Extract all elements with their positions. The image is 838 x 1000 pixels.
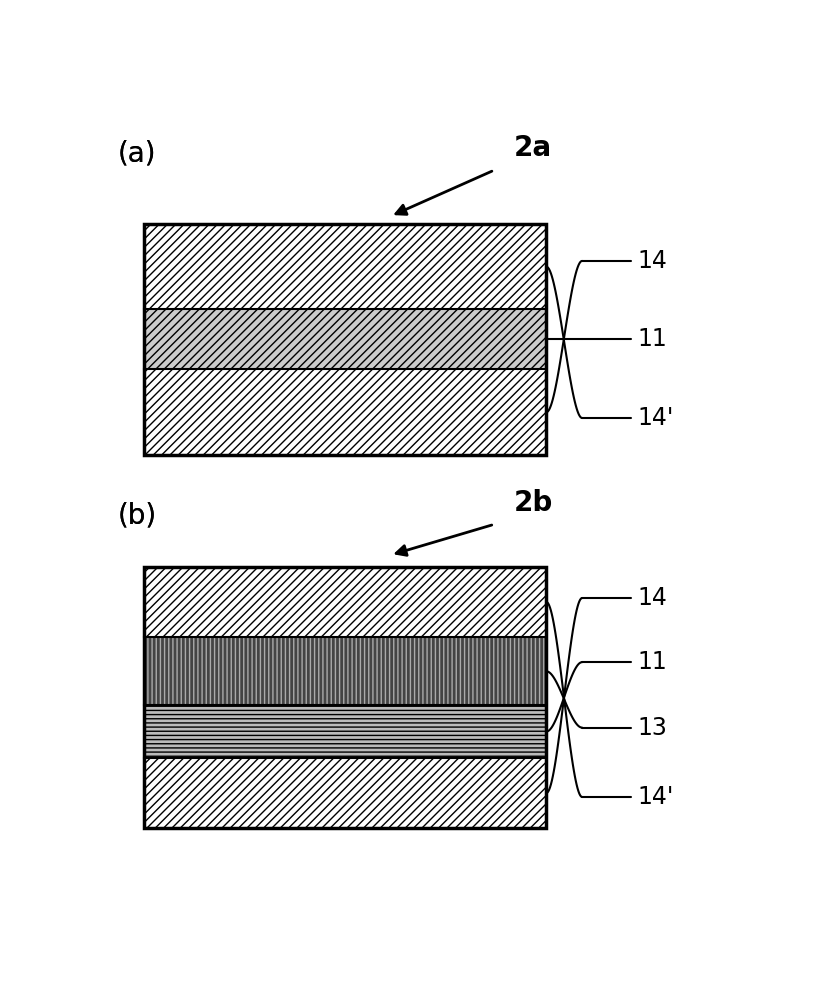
Bar [144,567,546,637]
Bar [144,758,546,828]
Bar [144,567,546,828]
Text: 11: 11 [637,650,667,674]
Text: (b): (b) [117,501,157,529]
Text: (a): (a) [117,139,156,167]
Bar [144,224,546,455]
Bar [144,309,546,369]
Bar [144,369,546,455]
Text: 13: 13 [637,716,667,740]
Text: 11: 11 [637,327,667,351]
Text: 2b: 2b [514,489,553,517]
Text: 14: 14 [637,249,667,273]
Text: 14: 14 [637,586,667,610]
Text: (b): (b) [117,501,157,529]
Bar [144,637,546,705]
Text: (a): (a) [117,139,156,167]
Text: 14': 14' [637,785,674,809]
Bar [144,224,546,309]
Text: 14': 14' [637,406,674,430]
Text: 2a: 2a [514,134,552,162]
Bar [144,705,546,758]
